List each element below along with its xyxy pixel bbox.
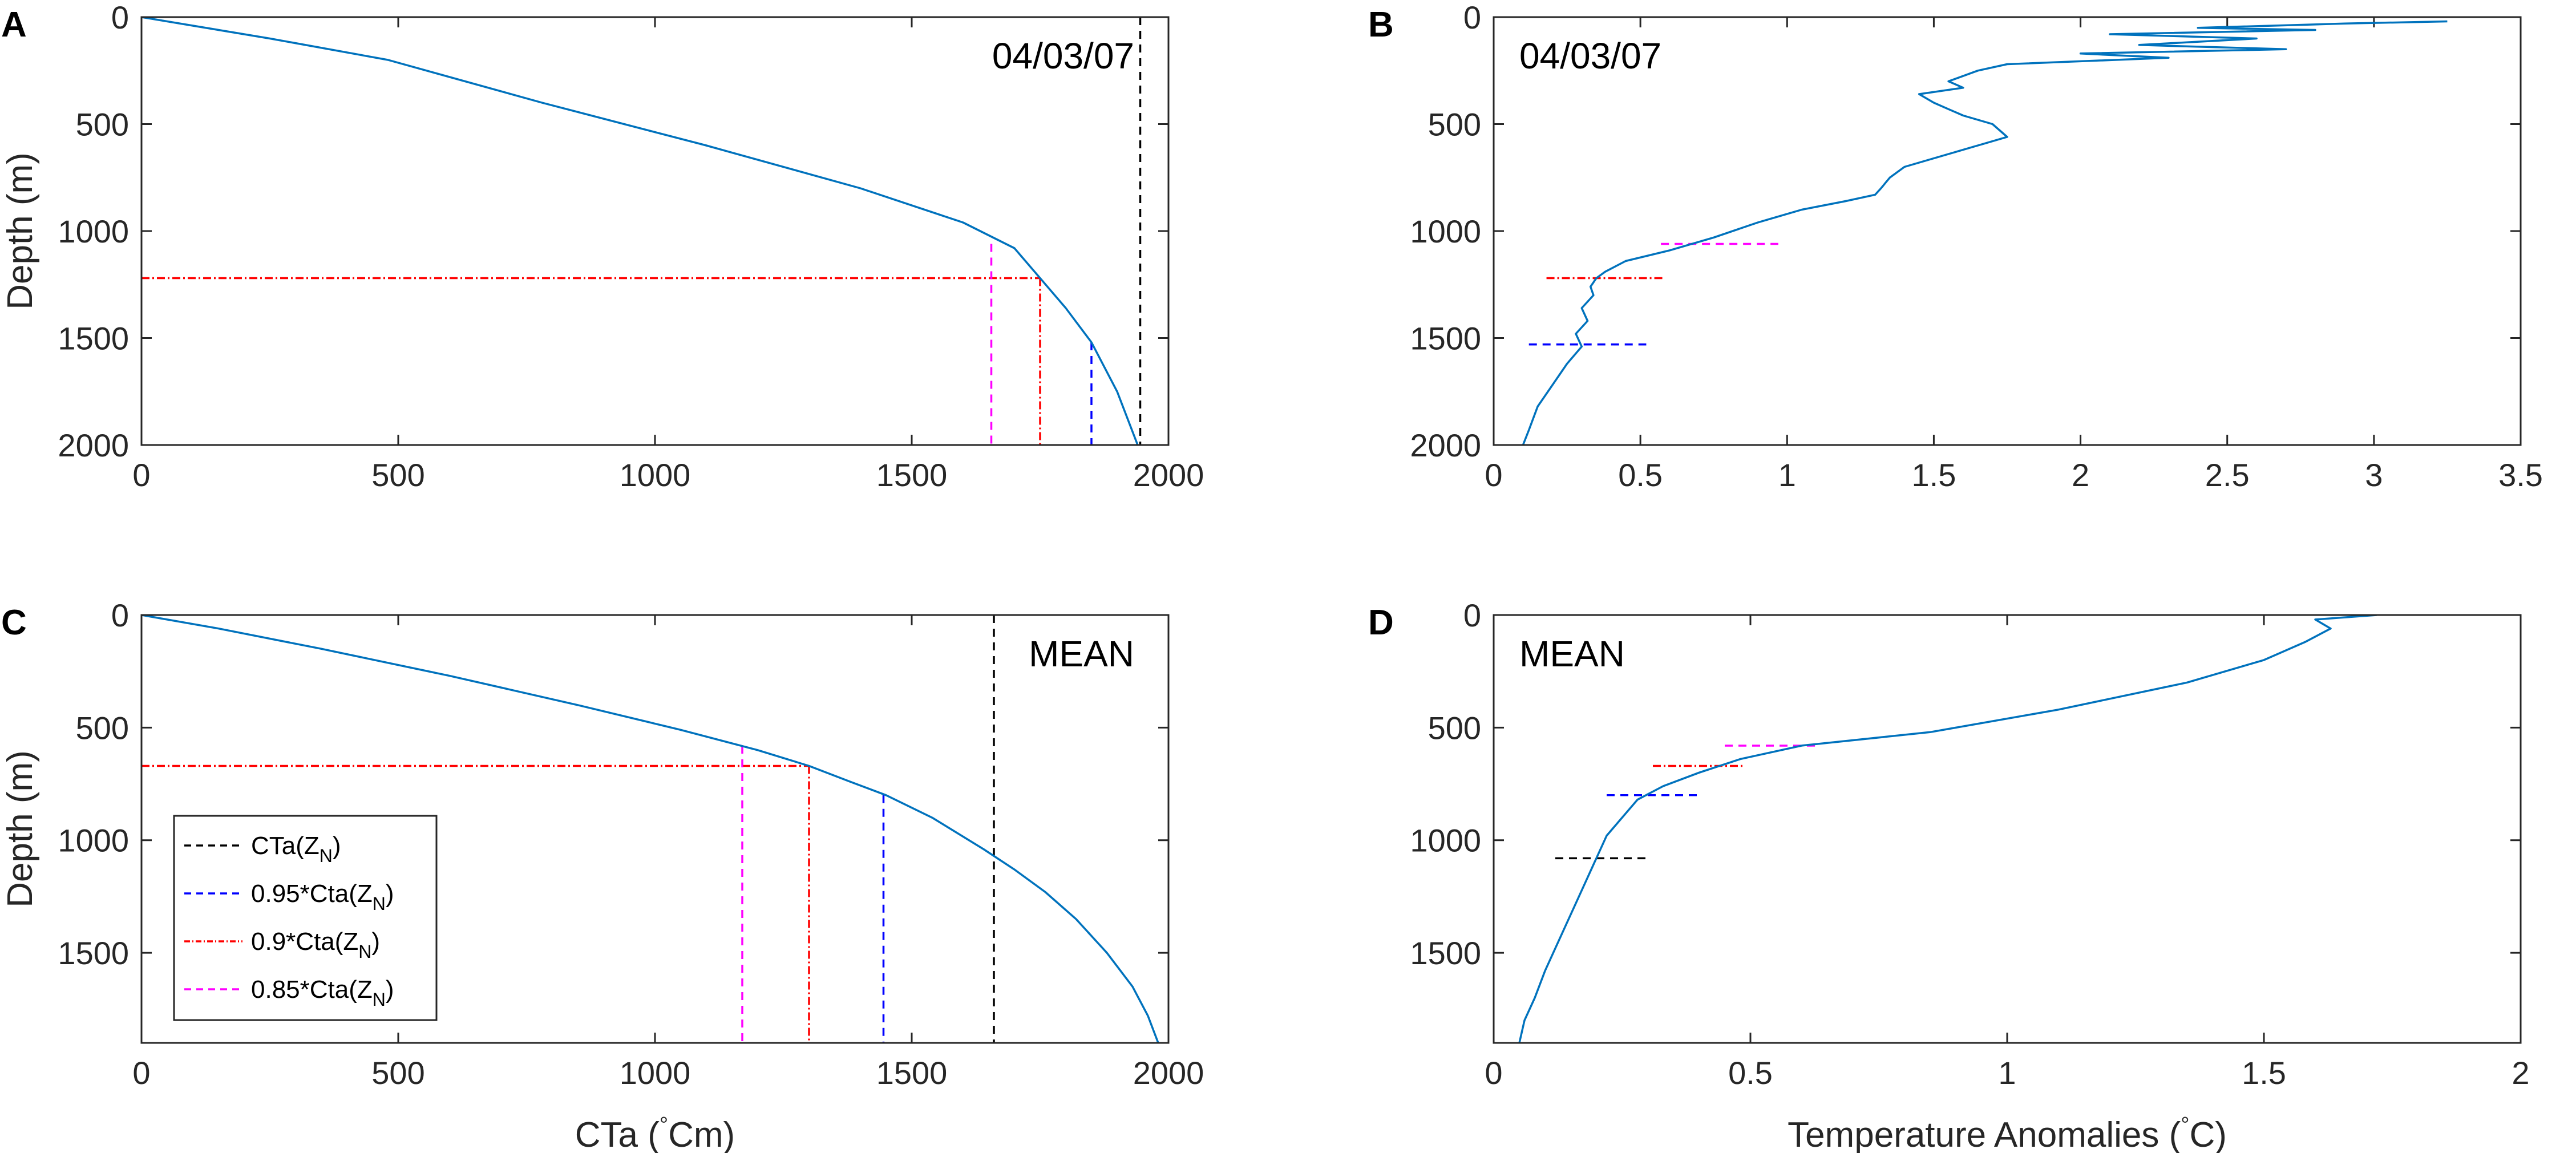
x-tick-label: 2000 bbox=[1133, 1055, 1204, 1091]
legend-label-text: 0.85*Cta(Z bbox=[251, 976, 373, 1004]
x-tick-label: 1.5 bbox=[1911, 457, 1956, 493]
y-axis-label: Depth (m) bbox=[1, 152, 40, 310]
y-tick-label: 1000 bbox=[58, 823, 129, 859]
x-axis-label-unit: Cm) bbox=[668, 1115, 735, 1153]
legend-label-text: 0.9*Cta(Z bbox=[251, 928, 358, 956]
legend-label-close: ) bbox=[333, 832, 341, 860]
x-tick-label: 3 bbox=[2365, 457, 2383, 493]
x-tick-label: 0 bbox=[132, 1055, 150, 1091]
x-tick-label: 2 bbox=[2072, 457, 2089, 493]
x-axis-label-text: CTa ( bbox=[575, 1115, 660, 1153]
x-axis-label-unit: C) bbox=[2190, 1115, 2227, 1153]
series-line bbox=[141, 17, 1139, 445]
legend-label-text: 0.95*Cta(Z bbox=[251, 880, 373, 908]
x-tick-label: 1000 bbox=[620, 1055, 691, 1091]
legend-label-close: ) bbox=[386, 880, 394, 908]
x-tick-label: 1 bbox=[1778, 457, 1796, 493]
x-tick-label: 1 bbox=[1998, 1055, 2016, 1091]
x-tick-label: 1500 bbox=[876, 457, 948, 493]
y-tick-label: 1500 bbox=[58, 935, 129, 971]
x-tick-label: 1.5 bbox=[2242, 1055, 2286, 1091]
y-tick-label: 1000 bbox=[58, 213, 129, 249]
axes-frame bbox=[140, 614, 1170, 1044]
y-axis-label: Depth (m) bbox=[1, 750, 40, 908]
legend-label-sub: N bbox=[320, 845, 333, 866]
panel-annotation: 04/03/07 bbox=[992, 35, 1134, 76]
degree-symbol: ° bbox=[660, 1113, 668, 1137]
x-tick-label: 0 bbox=[1485, 457, 1502, 493]
data-layer bbox=[1518, 615, 2377, 1043]
y-tick-label: 0 bbox=[1463, 597, 1481, 633]
x-tick-label: 2 bbox=[2512, 1055, 2529, 1091]
legend-label: CTa(ZN) bbox=[251, 832, 341, 866]
series-line bbox=[141, 615, 1159, 1043]
axes-frame bbox=[1493, 614, 2522, 1044]
legend-label-text: CTa(Z bbox=[251, 832, 320, 860]
y-tick-label: 0 bbox=[111, 597, 129, 633]
data-layer bbox=[141, 17, 1142, 445]
x-tick-label: 0 bbox=[1485, 1055, 1502, 1091]
x-axis-label: CTa (°Cm) bbox=[575, 1113, 735, 1153]
y-tick-label: 1000 bbox=[1410, 823, 1481, 859]
legend-box bbox=[173, 815, 438, 1021]
legend-label-sub: N bbox=[358, 941, 371, 962]
panel-annotation: MEAN bbox=[1519, 633, 1625, 674]
panel-a: A0 500 1000 1500 2000050010001500200004/03/0… bbox=[1, 0, 1204, 493]
legend-label: 0.95*Cta(ZN) bbox=[251, 880, 394, 914]
x-tick-label: 2000 bbox=[1133, 457, 1204, 493]
y-tick-label: 500 bbox=[1428, 107, 1481, 143]
x-tick-label: 0.5 bbox=[1728, 1055, 1773, 1091]
panel-letter-b: B bbox=[1368, 5, 1394, 44]
panel-annotation: MEAN bbox=[1029, 633, 1134, 674]
y-tick-label: 2000 bbox=[58, 427, 129, 463]
legend-label-close: ) bbox=[386, 976, 394, 1004]
panel-annotation: 04/03/07 bbox=[1519, 35, 1661, 76]
panel-d: D 0 0.5 1 1.5 2 0 500 1000 1500 MEAN Temperature An… bbox=[1368, 597, 2530, 1153]
x-axis-label: Temperature Anomalies (°C) bbox=[1788, 1113, 2227, 1153]
legend: CTa(ZN)0.95*Cta(ZN)0.9*Cta(ZN)0.85*Cta(Z… bbox=[173, 815, 438, 1021]
legend-label: 0.9*Cta(ZN) bbox=[251, 928, 380, 962]
x-tick-label: 3.5 bbox=[2498, 457, 2543, 493]
series-line bbox=[1522, 20, 2448, 445]
axes-frame bbox=[1493, 16, 2522, 446]
panel-b: B 0 0.5 1 1.5 2 2.5 3 3.5 0 500 1000 1500 2000 04/03/0… bbox=[1368, 0, 2543, 493]
axes-frame bbox=[140, 16, 1170, 446]
y-tick-label: 500 bbox=[76, 710, 129, 746]
legend-label: 0.85*Cta(ZN) bbox=[251, 976, 394, 1010]
legend-label-close: ) bbox=[371, 928, 380, 956]
y-tick-label: 2000 bbox=[1410, 427, 1481, 463]
legend-label-sub: N bbox=[373, 893, 386, 914]
y-tick-label: 1500 bbox=[1410, 935, 1481, 971]
y-tick-label: 0 bbox=[111, 0, 129, 35]
x-tick-label: 0 bbox=[132, 457, 150, 493]
x-tick-label: 2.5 bbox=[2205, 457, 2250, 493]
y-tick-label: 500 bbox=[1428, 710, 1481, 746]
y-tick-label: 1500 bbox=[1410, 321, 1481, 357]
y-tick-label: 1500 bbox=[58, 321, 129, 357]
data-layer bbox=[1522, 20, 2448, 445]
legend-label-sub: N bbox=[373, 989, 386, 1010]
x-tick-label: 500 bbox=[371, 1055, 424, 1091]
x-tick-label: 1000 bbox=[620, 457, 691, 493]
panel-letter-c: C bbox=[1, 603, 27, 642]
x-axis-label-text: Temperature Anomalies ( bbox=[1788, 1115, 2181, 1153]
y-tick-label: 0 bbox=[1463, 0, 1481, 35]
y-tick-label: 1000 bbox=[1410, 213, 1481, 249]
x-tick-label: 0.5 bbox=[1618, 457, 1663, 493]
panel-letter-d: D bbox=[1368, 603, 1394, 642]
series-line bbox=[1518, 615, 2377, 1043]
panel-c: C 0 500 1000 1500 2000 0 500 1000 1500 MEAN Depth (… bbox=[1, 597, 1204, 1153]
x-tick-label: 500 bbox=[371, 457, 424, 493]
degree-symbol: ° bbox=[2181, 1113, 2189, 1137]
y-tick-label: 500 bbox=[76, 107, 129, 143]
panel-letter-a: A bbox=[1, 5, 27, 44]
data-layer bbox=[141, 615, 1159, 1043]
x-tick-label: 1500 bbox=[876, 1055, 948, 1091]
